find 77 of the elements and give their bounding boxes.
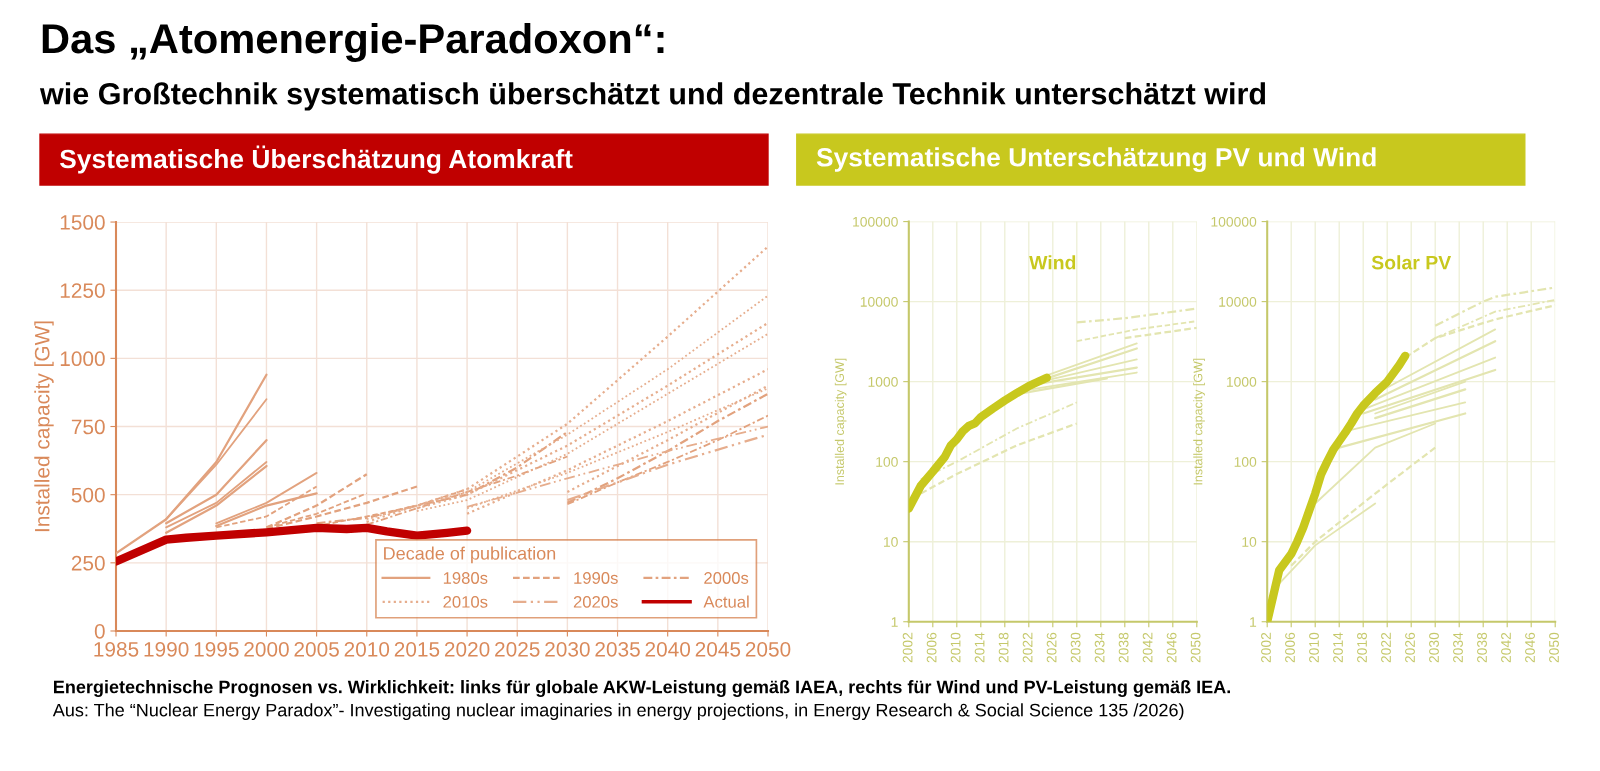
y-axis-title: Installed capacity [GW] (834, 358, 847, 485)
x-tick-label: 2046 (1525, 632, 1535, 663)
x-tick-label: 1985 (94, 641, 139, 657)
y-tick-label: 10000 (1219, 296, 1257, 307)
x-tick-label: 2006 (926, 632, 937, 663)
x-tick-label: 2000 (244, 641, 289, 657)
x-tick-label: 2022 (1022, 632, 1033, 663)
text: Solar PV (1371, 255, 1452, 270)
y-tick-label: 100 (876, 457, 898, 467)
x-tick-label: 2040 (645, 641, 691, 657)
y-tick-label: 10 (1242, 537, 1257, 547)
legend-label: 1980s (443, 572, 488, 584)
legend-label: 2010s (443, 595, 488, 608)
text: Wind (1029, 255, 1076, 270)
x-tick-label: 2014 (1333, 632, 1343, 663)
y-tick-label: 100000 (853, 216, 898, 227)
legend-label: 1990s (574, 572, 618, 584)
y-tick-label: 750 (71, 419, 105, 435)
x-tick-label: 2010 (1309, 632, 1319, 663)
text: Systematische Unterschätzung PV und Wind (816, 147, 1376, 172)
y-tick-label: 10000 (860, 296, 898, 307)
y-tick-label: 500 (71, 487, 105, 503)
x-tick-label: 2042 (1501, 632, 1511, 663)
x-tick-label: 2026 (1046, 632, 1057, 663)
legend-label: 2000s (704, 572, 749, 584)
y-tick-label: 1250 (60, 283, 105, 298)
x-tick-label: 2042 (1142, 632, 1153, 663)
x-tick-label: 2015 (394, 641, 440, 657)
chart-title: Das „Atomenergie-Paradoxon“: (42, 22, 664, 62)
chart-subtitle: wie Großtechnik systematisch überschätzt und dezentrale Technik unterschätzt wird (39, 82, 1266, 111)
x-tick-label: 2002 (902, 632, 913, 663)
x-tick-label: 1995 (194, 641, 239, 657)
y-tick-label: 1 (1250, 617, 1257, 627)
x-tick-label: 2002 (1261, 632, 1271, 663)
text: Systematische Überschätzung Atomkraft (59, 145, 573, 174)
text: Aus: The “Nuclear Energy Paradox”- Investigating nuclear imaginaries in energy projections, in Energy Research & Social Science 135 /2026) (52, 703, 1184, 721)
x-tick-label: 2034 (1453, 632, 1463, 663)
x-tick-label: 2050 (1549, 632, 1559, 663)
x-tick-label: 2038 (1118, 632, 1129, 663)
x-tick-label: 2025 (495, 641, 540, 657)
x-tick-label: 2026 (1405, 632, 1415, 663)
y-tick-label: 1000 (868, 376, 898, 387)
y-tick-label: 1 (891, 617, 898, 627)
x-tick-label: 2034 (1094, 632, 1105, 663)
y-axis-title: Installed capacity [GW] (1193, 358, 1205, 485)
x-tick-label: 2022 (1381, 632, 1391, 663)
y-tick-label: 1000 (60, 351, 105, 367)
x-tick-label: 2030 (545, 641, 590, 657)
legend-label: 2020s (573, 595, 618, 608)
x-tick-label: 2030 (1070, 632, 1081, 663)
y-tick-label: 250 (71, 555, 105, 571)
x-tick-label: 2050 (745, 641, 791, 657)
x-tick-label: 2046 (1166, 632, 1177, 663)
y-tick-label: 100 (1234, 457, 1257, 467)
x-tick-label: 2030 (1429, 632, 1439, 663)
x-tick-label: 2050 (1190, 632, 1201, 663)
legend-label: Actual (703, 595, 749, 608)
y-tick-label: 0 (94, 623, 105, 639)
x-tick-label: 2010 (344, 641, 390, 657)
x-tick-label: 2006 (1285, 632, 1295, 663)
x-tick-label: 2005 (294, 641, 339, 657)
x-tick-label: 2018 (998, 632, 1009, 663)
x-tick-label: 2045 (695, 641, 741, 657)
y-tick-label: 10 (884, 537, 898, 547)
x-tick-label: 2010 (950, 632, 961, 663)
legend-title: Decade of publication (384, 546, 556, 564)
x-tick-label: 1990 (144, 641, 189, 657)
y-tick-label: 1000 (1226, 376, 1257, 387)
text: Energietechnische Prognosen vs. Wirklichkeit: links für globale AKW-Leistung gemäß IAEA, rechts für Wind und PV-Leistung gemäß IEA. (54, 680, 1231, 697)
x-tick-label: 2014 (974, 632, 985, 663)
x-tick-label: 2038 (1477, 632, 1487, 663)
x-tick-label: 2018 (1357, 632, 1367, 663)
y-axis-title: Installed capacity [GW] (34, 321, 54, 532)
x-tick-label: 2020 (444, 641, 490, 657)
y-tick-label: 1500 (60, 215, 105, 230)
x-tick-label: 2035 (595, 641, 640, 657)
y-tick-label: 100000 (1211, 216, 1257, 227)
